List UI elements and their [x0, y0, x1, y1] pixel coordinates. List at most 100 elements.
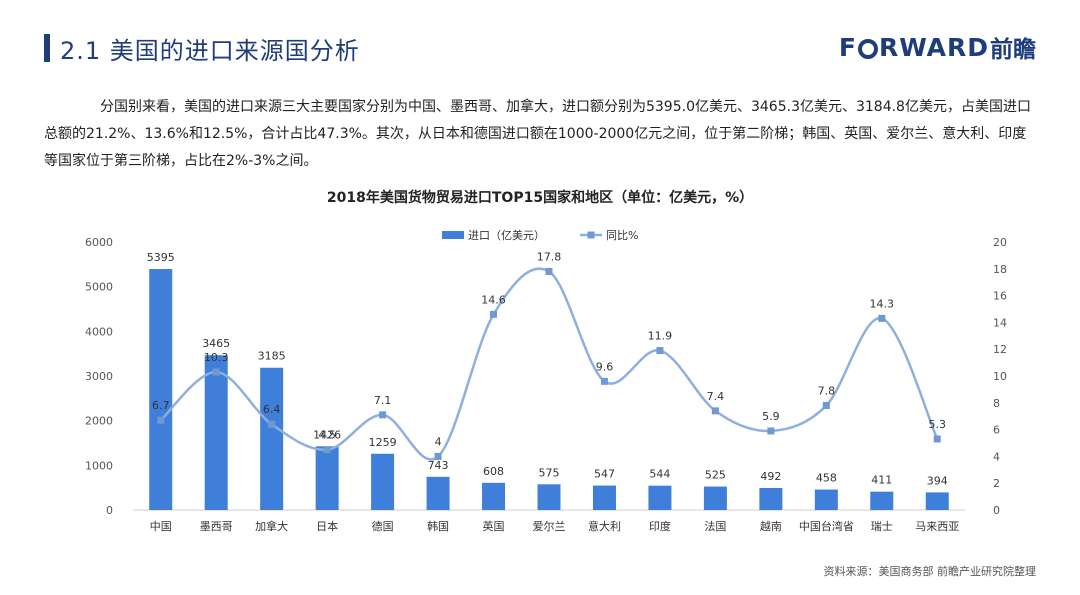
legend-line-marker [587, 231, 595, 239]
chart-container: 2018年美国货物贸易进口TOP15国家和地区（单位：亿美元，%） 进口（亿美元… [0, 180, 1080, 550]
yoy-point [323, 446, 331, 454]
yoy-value-label: 7.8 [818, 384, 836, 397]
yoy-value-label: 6.4 [263, 403, 281, 416]
legend-line-label: 同比% [606, 229, 638, 242]
yoy-point [545, 267, 553, 275]
x-tick-label: 中国 [150, 520, 172, 533]
yoy-point [434, 452, 442, 460]
bar [537, 484, 561, 510]
bar-value-label: 525 [705, 469, 726, 482]
y-left-tick-label: 5000 [85, 281, 113, 294]
bar [814, 489, 838, 510]
bar [870, 491, 894, 510]
logo-text-rest: RWARD [878, 32, 989, 62]
y-left-tick-label: 4000 [85, 325, 113, 338]
yoy-point [600, 377, 608, 385]
yoy-value-label: 9.6 [596, 360, 614, 373]
bar-value-label: 492 [760, 470, 781, 483]
chart-title: 2018年美国货物贸易进口TOP15国家和地区（单位：亿美元，%） [327, 189, 753, 206]
x-tick-label: 马来西亚 [915, 520, 959, 533]
yoy-value-label: 4 [435, 435, 442, 448]
y-right-tick-label: 0 [993, 504, 1000, 517]
analysis-paragraph: 分国别来看，美国的进口来源三大主要国家分别为中国、墨西哥、加拿大，进口额分别为5… [44, 99, 1031, 169]
source-note: 资料来源：美国商务部 前瞻产业研究院整理 [823, 565, 1037, 578]
yoy-point [933, 435, 941, 443]
y-right-tick-label: 16 [993, 290, 1007, 303]
x-tick-label: 韩国 [427, 519, 449, 533]
legend-bar-swatch [442, 231, 464, 239]
bar-value-label: 1259 [369, 436, 397, 449]
bar-value-label: 458 [816, 472, 837, 485]
x-tick-label: 日本 [316, 519, 338, 533]
yoy-value-label: 6.7 [152, 399, 170, 412]
logo-o-icon [857, 39, 878, 59]
logo-text-f: F [838, 32, 857, 62]
yoy-point [268, 420, 276, 428]
bar-value-label: 394 [927, 474, 948, 487]
page-title: 2.1 美国的进口来源国分析 [60, 37, 360, 65]
bar-value-label: 608 [483, 465, 504, 478]
bar-value-label: 3465 [202, 337, 230, 350]
yoy-point [711, 407, 719, 415]
y-left-tick-label: 6000 [85, 236, 113, 249]
bar-value-label: 743 [428, 459, 449, 472]
x-tick-label: 瑞士 [871, 519, 893, 533]
yoy-value-label: 14.3 [870, 297, 895, 310]
y-right-tick-label: 18 [993, 263, 1007, 276]
yoy-point [157, 416, 165, 424]
x-tick-label: 中国台湾省 [799, 519, 854, 533]
yoy-point [878, 314, 886, 322]
forward-logo: F RWARD 前瞻 [838, 32, 1036, 64]
bar [371, 453, 395, 510]
y-left-tick-label: 2000 [85, 415, 113, 428]
x-tick-label: 德国 [372, 519, 394, 533]
y-right-tick-label: 4 [993, 450, 1000, 463]
legend-bar-label: 进口（亿美元） [468, 229, 545, 242]
yoy-value-label: 14.6 [481, 293, 506, 306]
x-tick-label: 墨西哥 [200, 520, 233, 533]
y-right-tick-label: 2 [993, 477, 1000, 490]
yoy-value-label: 5.3 [929, 418, 947, 431]
bar [703, 486, 727, 510]
y-left-tick-label: 3000 [85, 370, 113, 383]
y-right-tick-label: 12 [993, 343, 1007, 356]
yoy-value-label: 11.9 [648, 330, 673, 343]
x-tick-label: 加拿大 [255, 519, 288, 533]
bar [925, 492, 949, 510]
bar [592, 485, 616, 510]
bar-value-label: 547 [594, 468, 615, 481]
yoy-point [379, 411, 387, 419]
import-chart: 2018年美国货物贸易进口TOP15国家和地区（单位：亿美元，%） 进口（亿美元… [85, 189, 1007, 533]
bar [426, 476, 450, 510]
yoy-value-label: 7.1 [374, 394, 392, 407]
y-right-tick-label: 20 [993, 236, 1007, 249]
bar [260, 367, 284, 510]
bar-value-label: 1426 [313, 428, 341, 441]
x-tick-label: 印度 [649, 519, 671, 533]
y-right-tick-label: 10 [993, 370, 1007, 383]
yoy-point [767, 427, 775, 435]
bar-value-label: 411 [871, 474, 892, 487]
bar [482, 482, 506, 510]
bar-value-label: 5395 [147, 251, 175, 264]
x-tick-label: 越南 [760, 519, 782, 533]
bar-value-label: 3185 [258, 350, 286, 363]
yoy-value-label: 7.4 [707, 390, 725, 403]
yoy-point [212, 368, 220, 376]
x-tick-label: 英国 [483, 519, 505, 533]
yoy-point [490, 310, 498, 318]
header-accent-bar [44, 34, 50, 62]
x-tick-label: 意大利 [588, 519, 621, 533]
bar-value-label: 544 [649, 468, 670, 481]
bar [648, 485, 672, 510]
bar [204, 355, 228, 510]
yoy-value-label: 5.9 [762, 410, 780, 423]
yoy-point [822, 401, 830, 409]
x-tick-label: 法国 [704, 519, 726, 533]
bar [315, 446, 339, 510]
y-right-tick-label: 8 [993, 397, 1000, 410]
bar [759, 488, 783, 510]
yoy-value-label: 4.5 [318, 429, 336, 442]
bar-value-label: 575 [539, 466, 560, 479]
y-right-tick-label: 6 [993, 424, 1000, 437]
